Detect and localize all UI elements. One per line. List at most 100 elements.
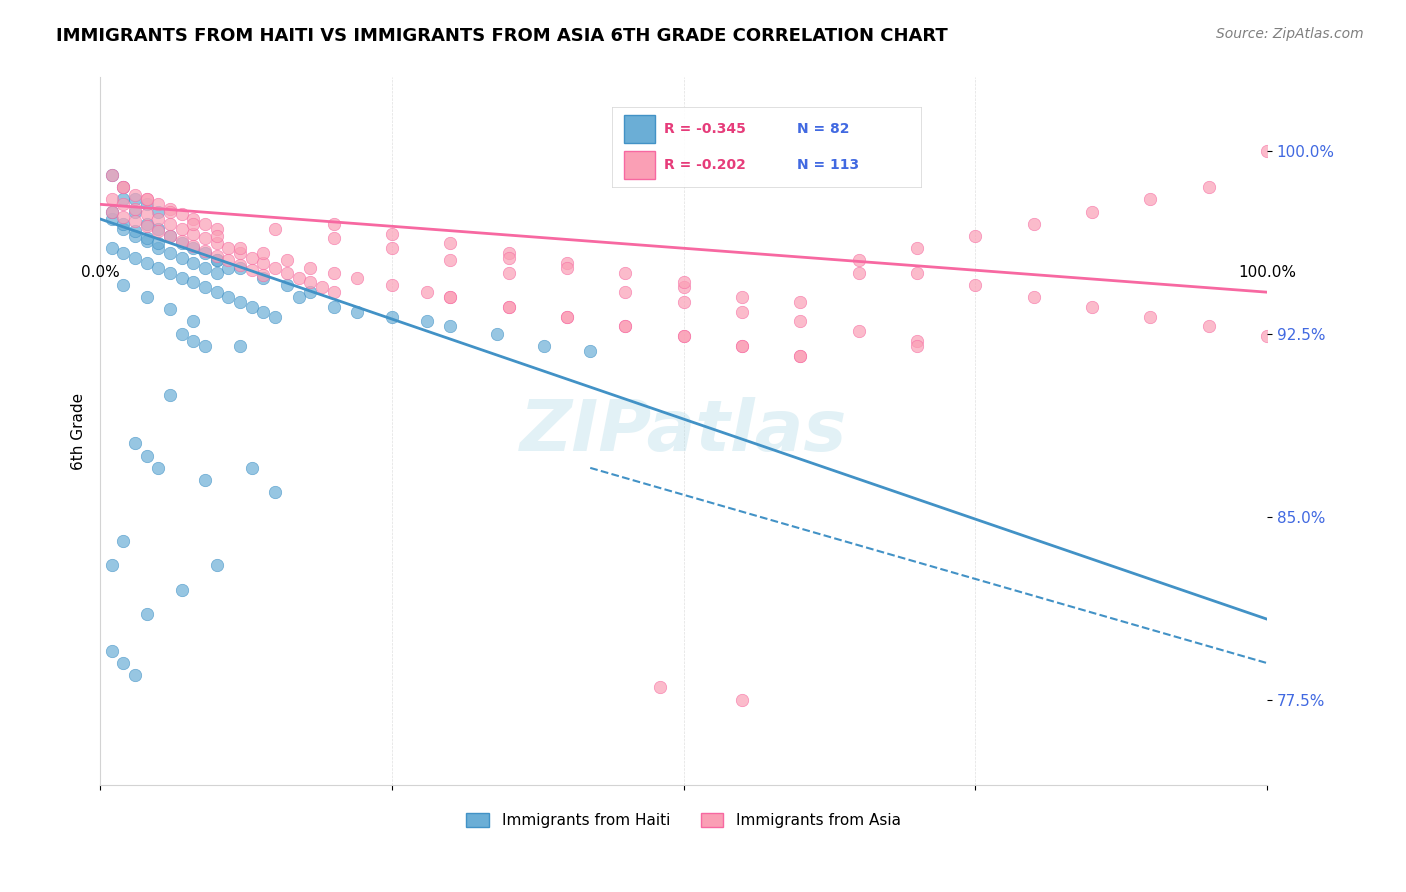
Point: [124, 251, 146, 265]
Point: [322, 285, 344, 300]
Point: [205, 253, 228, 268]
Point: [965, 229, 987, 244]
Point: [124, 668, 146, 682]
Point: [194, 246, 217, 260]
Point: [112, 193, 135, 207]
Point: [170, 582, 193, 597]
Point: [731, 339, 754, 353]
Point: [439, 236, 461, 251]
Point: [252, 304, 274, 318]
Text: ZIPatlas: ZIPatlas: [520, 397, 848, 466]
FancyBboxPatch shape: [624, 115, 655, 143]
Point: [1256, 144, 1278, 158]
Text: 0.0%: 0.0%: [80, 265, 120, 280]
Point: [135, 256, 157, 270]
Point: [287, 270, 309, 285]
Point: [555, 310, 578, 324]
Point: [170, 221, 193, 235]
Point: [322, 266, 344, 280]
Point: [731, 290, 754, 304]
Point: [485, 326, 508, 341]
Point: [439, 319, 461, 334]
Point: [124, 436, 146, 450]
Point: [1198, 319, 1220, 334]
Point: [124, 193, 146, 207]
Point: [614, 266, 637, 280]
Point: [112, 221, 135, 235]
Point: [183, 241, 205, 255]
Point: [112, 656, 135, 670]
Point: [124, 204, 146, 219]
Point: [159, 202, 181, 217]
Point: [322, 217, 344, 231]
Point: [135, 207, 157, 221]
Point: [848, 266, 870, 280]
Point: [205, 285, 228, 300]
Point: [194, 217, 217, 231]
Point: [498, 300, 520, 314]
Point: [135, 219, 157, 234]
Point: [1022, 290, 1045, 304]
Point: [148, 211, 170, 226]
Point: [218, 241, 240, 255]
Point: [218, 290, 240, 304]
Point: [170, 270, 193, 285]
Point: [101, 204, 124, 219]
Point: [183, 227, 205, 241]
Point: [101, 558, 124, 573]
Point: [135, 193, 157, 207]
Point: [112, 180, 135, 194]
Point: [112, 197, 135, 211]
Point: [439, 290, 461, 304]
Point: [905, 266, 928, 280]
Point: [905, 241, 928, 255]
Point: [135, 234, 157, 248]
Point: [159, 229, 181, 244]
Point: [194, 244, 217, 258]
Text: R = -0.345: R = -0.345: [664, 121, 747, 136]
Point: [205, 221, 228, 235]
Point: [148, 241, 170, 255]
Point: [148, 260, 170, 275]
Point: [614, 285, 637, 300]
Point: [124, 202, 146, 217]
Point: [101, 644, 124, 658]
Point: [1198, 180, 1220, 194]
Point: [159, 217, 181, 231]
Point: [159, 302, 181, 317]
Point: [346, 270, 368, 285]
Point: [159, 229, 181, 244]
Point: [498, 300, 520, 314]
Point: [112, 180, 135, 194]
Point: [159, 246, 181, 260]
Point: [229, 339, 252, 353]
Point: [731, 692, 754, 706]
Point: [240, 263, 263, 277]
Point: [416, 285, 439, 300]
Point: [276, 253, 298, 268]
Point: [1139, 193, 1161, 207]
Text: N = 113: N = 113: [797, 158, 859, 172]
Point: [112, 246, 135, 260]
Point: [135, 197, 157, 211]
Point: [555, 260, 578, 275]
Point: [672, 329, 695, 343]
Point: [183, 276, 205, 290]
Point: [101, 211, 124, 226]
Point: [1139, 310, 1161, 324]
Point: [229, 260, 252, 275]
Point: [299, 260, 322, 275]
Point: [965, 277, 987, 292]
Point: [789, 349, 811, 363]
FancyBboxPatch shape: [624, 151, 655, 179]
Point: [218, 253, 240, 268]
Point: [170, 207, 193, 221]
Point: [194, 473, 217, 487]
Point: [789, 349, 811, 363]
Point: [252, 268, 274, 282]
Point: [229, 258, 252, 272]
Point: [381, 310, 404, 324]
Point: [183, 211, 205, 226]
Point: [159, 266, 181, 280]
Point: [905, 334, 928, 348]
